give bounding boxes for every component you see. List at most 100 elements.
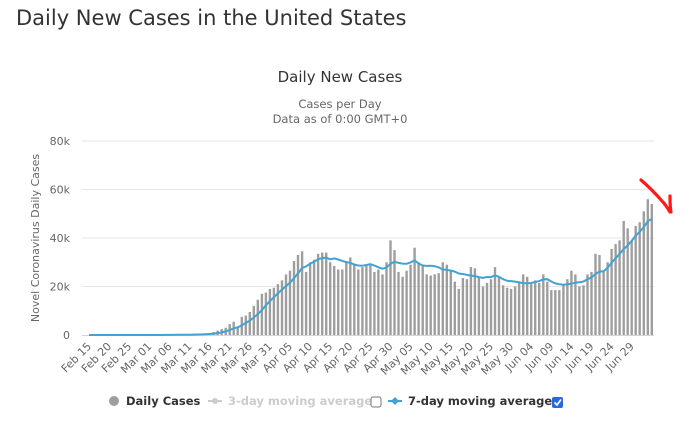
bar[interactable] [316,253,320,335]
bar[interactable] [550,290,553,335]
bar[interactable] [618,240,621,335]
bar[interactable] [425,274,428,335]
bar[interactable] [558,290,561,335]
bar[interactable] [530,284,533,335]
bar[interactable] [642,211,645,335]
bar[interactable] [268,288,272,335]
bar[interactable] [296,255,300,335]
bar[interactable] [252,305,255,335]
bar[interactable] [606,262,609,336]
bar[interactable] [481,286,485,336]
bar[interactable] [513,286,517,336]
bar[interactable] [417,262,420,336]
bar[interactable] [429,275,432,335]
bar[interactable] [401,276,404,335]
bar[interactable] [602,271,605,335]
bar[interactable] [308,262,312,336]
bar[interactable] [497,276,501,335]
bar[interactable] [638,222,641,335]
bar[interactable] [236,326,239,336]
bar[interactable] [570,270,573,335]
legend-item-7-day-moving-average[interactable]: 7-day moving average [388,394,552,408]
bar[interactable] [614,244,617,335]
bar[interactable] [341,269,344,336]
bar[interactable] [373,271,376,335]
bar[interactable] [389,240,392,335]
bar[interactable] [441,262,444,336]
bar[interactable] [546,281,549,335]
bar[interactable] [349,257,352,335]
bar[interactable] [505,287,509,335]
bar[interactable] [345,262,348,336]
bar[interactable] [276,284,280,335]
legend-item-3-day-moving-average[interactable]: 3-day moving average [208,394,372,408]
bar[interactable] [590,271,593,335]
bar[interactable] [292,261,296,335]
bar[interactable] [578,286,581,336]
bar[interactable] [465,279,469,335]
bar[interactable] [304,271,308,335]
bar[interactable] [312,259,316,335]
bar[interactable] [272,287,276,335]
bar[interactable] [477,276,481,335]
bar[interactable] [248,312,251,335]
bar[interactable] [582,285,585,335]
bar[interactable] [357,269,360,336]
bar[interactable] [433,274,436,335]
bar[interactable] [361,267,364,335]
bar[interactable] [634,225,637,335]
bar[interactable] [409,264,412,335]
bar[interactable] [449,269,452,336]
bar[interactable] [333,265,336,335]
bar[interactable] [325,252,328,335]
bar[interactable] [610,248,613,335]
bar[interactable] [517,282,521,335]
bar[interactable] [646,199,649,335]
bar[interactable] [284,274,288,335]
bar[interactable] [566,279,569,335]
bar[interactable] [288,270,292,335]
bar[interactable] [405,270,408,335]
bar[interactable] [622,221,625,335]
legend-item-daily-cases[interactable]: Daily Cases [109,394,201,408]
bar[interactable] [626,228,629,335]
bar[interactable] [385,262,388,336]
bar[interactable] [445,264,448,335]
bar[interactable] [461,278,465,335]
bar[interactable] [630,240,633,335]
bar[interactable] [509,288,513,335]
bar[interactable] [554,290,557,335]
bar[interactable] [365,264,368,335]
bar[interactable] [485,282,489,335]
bar[interactable] [526,276,529,335]
bar[interactable] [457,288,460,335]
bar[interactable] [453,281,456,335]
bar[interactable] [413,247,416,335]
bar[interactable] [538,282,541,335]
bar[interactable] [586,274,589,335]
bar[interactable] [501,285,505,335]
bar[interactable] [260,293,264,335]
bar[interactable] [522,274,525,335]
bar[interactable] [300,251,304,335]
bar[interactable] [377,269,380,336]
bar[interactable] [473,268,477,335]
bar[interactable] [562,284,565,335]
bar[interactable] [353,264,356,335]
bar[interactable] [542,274,545,335]
bar[interactable] [574,274,577,335]
bar[interactable] [437,273,440,335]
bar[interactable] [244,315,247,335]
bar[interactable] [534,280,537,335]
bar[interactable] [393,250,396,335]
checkbox-3-day-moving-average[interactable] [370,396,382,408]
bar[interactable] [381,274,384,335]
checkbox-7-day-moving-average[interactable] [552,397,563,408]
bar[interactable] [337,269,340,336]
bar[interactable] [469,267,473,335]
bar[interactable] [321,252,324,335]
bar[interactable] [264,292,268,335]
bar[interactable] [650,204,653,335]
bar[interactable] [489,279,493,335]
bar[interactable] [256,299,259,335]
